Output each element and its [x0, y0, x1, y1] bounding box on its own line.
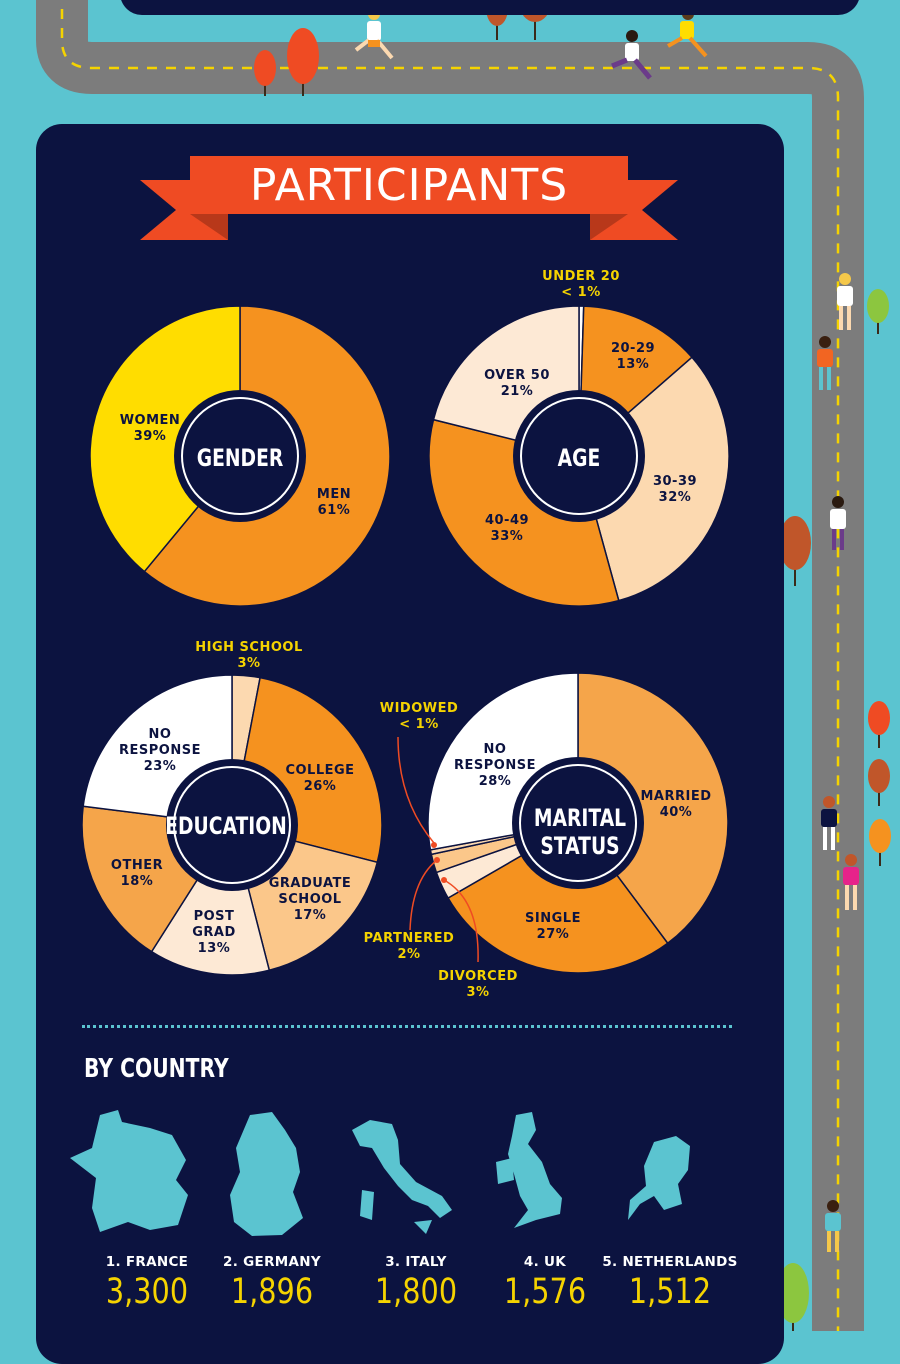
slice-label-30-39: 30-39 32%	[652, 474, 698, 505]
slice-label-high-school: HIGH SCHOOL 3%	[195, 640, 303, 671]
donut-inner-ring	[520, 397, 638, 515]
slice-label-40-49: 40-49 33%	[484, 513, 530, 544]
runner-icon	[837, 273, 853, 330]
runner-icon	[825, 1200, 841, 1252]
pie-slice-married	[577, 673, 728, 945]
banner-ribbon	[140, 156, 678, 240]
slice-label-women: WOMEN 39%	[119, 413, 181, 444]
country-uk: 4. UK 1,576	[495, 1254, 595, 1312]
slice-label-graduate-school: GRADUATE SCHOOL 17%	[268, 876, 352, 923]
marital-center-label: MARITAL STATUS	[528, 802, 633, 862]
slice-label-20-29: 20-29 13%	[610, 341, 656, 372]
age-center-label: AGE	[557, 444, 601, 472]
tree-icon	[777, 1263, 809, 1331]
slice-label-divorced: DIVORCED 3%	[438, 969, 518, 1000]
slice-label-single: SINGLE 27%	[525, 911, 581, 942]
slice-label-widowed: WIDOWED < 1%	[379, 701, 459, 732]
germany-map-icon	[230, 1112, 303, 1236]
section-divider	[82, 1025, 732, 1028]
donut-hole	[512, 757, 644, 889]
tree-icon	[868, 759, 890, 806]
country-count: 3,300	[105, 1272, 189, 1312]
tree-icon	[287, 28, 319, 96]
pie-slice-women	[90, 306, 241, 573]
pie-slice-30-39	[578, 356, 729, 602]
marital-center-line: MARITAL	[533, 804, 627, 832]
country-germany: 2. GERMANY 1,896	[222, 1254, 322, 1312]
tree-icon	[868, 701, 890, 748]
gender-donut-chart	[90, 306, 390, 606]
france-map-icon	[70, 1110, 188, 1232]
country-count: 1,896	[230, 1272, 314, 1312]
country-france: 1. FRANCE 3,300	[97, 1254, 197, 1312]
country-count: 1,800	[374, 1272, 458, 1312]
tree-icon	[779, 516, 811, 586]
donut-inner-ring	[173, 766, 291, 884]
by-country-heading: BY COUNTRY	[84, 1054, 229, 1084]
tree-icon	[869, 819, 891, 866]
marital-center-line: STATUS	[540, 832, 620, 860]
road-center-line	[60, 0, 840, 1331]
runner-icon	[830, 496, 846, 550]
pie-slice-single	[447, 822, 669, 973]
donut-hole	[166, 759, 298, 891]
donut-hole	[513, 390, 645, 522]
country-name: 4. UK	[523, 1254, 567, 1270]
marital-donut-chart	[428, 673, 728, 973]
country-maps	[70, 1110, 690, 1236]
education-donut-chart	[82, 675, 382, 975]
slice-label-no-response: NO RESPONSE 23%	[119, 727, 201, 774]
donut-hole	[174, 390, 306, 522]
slice-label-married: MARRIED 40%	[640, 789, 712, 820]
runner-icon	[817, 336, 833, 390]
slice-label-men: MEN 61%	[316, 487, 352, 518]
country-name: 2. GERMANY	[223, 1254, 321, 1270]
country-name: 3. ITALY	[385, 1254, 447, 1270]
country-count: 1,576	[503, 1272, 587, 1312]
slice-label-post-grad: POST GRAD 13%	[192, 909, 236, 956]
page-title: PARTICIPANTS	[249, 159, 569, 211]
slice-label-under20: UNDER 20 < 1%	[542, 269, 620, 300]
slice-label-partnered: PARTNERED 2%	[363, 931, 455, 962]
slice-label-marital-no-response: NO RESPONSE 28%	[454, 742, 536, 789]
donut-inner-ring	[519, 764, 637, 882]
runner-icon	[821, 796, 837, 850]
uk-map-icon	[496, 1112, 562, 1228]
tree-icon	[254, 50, 276, 96]
leader-lines	[397, 736, 479, 963]
slice-label-over50: OVER 50 21%	[484, 368, 550, 399]
italy-map-icon	[352, 1120, 452, 1234]
country-italy: 3. ITALY 1,800	[366, 1254, 466, 1312]
slice-label-college: COLLEGE 26%	[285, 763, 355, 794]
age-donut-chart	[429, 306, 729, 606]
top-panel	[120, 0, 860, 15]
education-center-label: EDUCATION	[165, 812, 287, 840]
country-name: 1. FRANCE	[105, 1254, 189, 1270]
donut-inner-ring	[181, 397, 299, 515]
country-count: 1,512	[628, 1272, 712, 1312]
netherlands-map-icon	[628, 1136, 690, 1220]
runner-icon	[843, 854, 859, 910]
tree-icon	[867, 289, 889, 334]
runner-icon	[611, 30, 652, 80]
gender-center-label: GENDER	[196, 444, 284, 472]
country-netherlands: 5. NETHERLANDS 1,512	[602, 1254, 737, 1312]
slice-label-other: OTHER 18%	[110, 858, 164, 889]
country-name: 5. NETHERLANDS	[602, 1254, 738, 1270]
